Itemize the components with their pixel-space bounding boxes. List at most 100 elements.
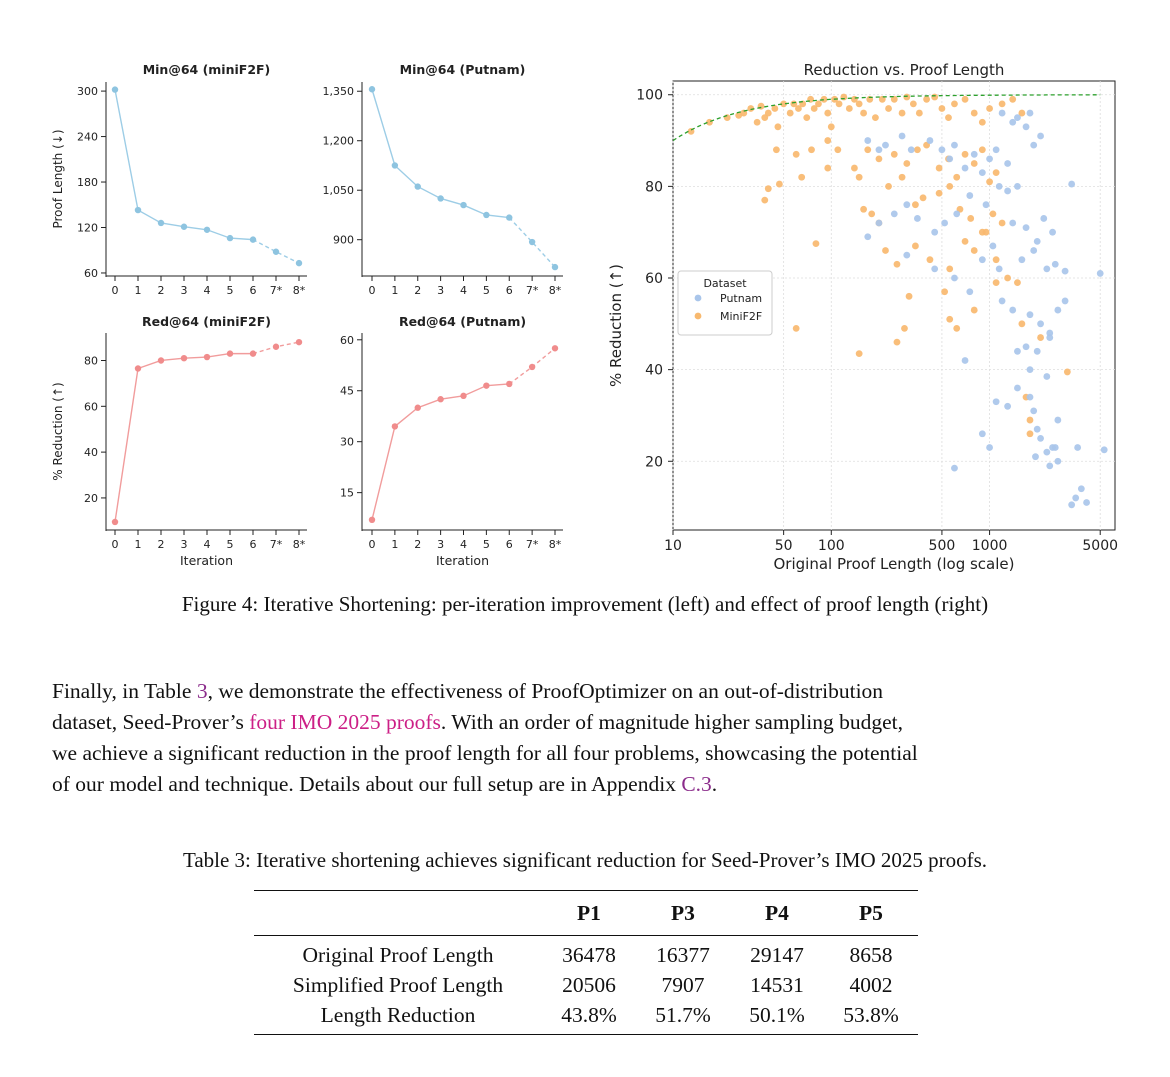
x-tick-label: 8* xyxy=(293,284,306,297)
legend-entry: Putnam xyxy=(720,292,762,305)
y-tick-label: 30 xyxy=(340,436,354,449)
scatter-point-minif2f xyxy=(961,237,969,245)
scatter-point-putnam xyxy=(1040,215,1048,222)
scatter-point-putnam xyxy=(961,357,969,364)
legend-marker-minif2f xyxy=(694,312,702,320)
paragraph-line-2: dataset, Seed-Prover’s four IMO 2025 pro… xyxy=(52,710,904,734)
scatter-point-minif2f xyxy=(935,164,943,172)
scatter-point-putnam xyxy=(1009,118,1017,126)
y-tick-label: 60 xyxy=(84,267,98,280)
scatter-point-minif2f xyxy=(764,185,772,193)
scatter-point-minif2f xyxy=(946,315,954,323)
header-cell: P1 xyxy=(542,890,636,936)
scatter-point-minif2f xyxy=(982,228,990,236)
x-tick-label: 5 xyxy=(227,284,234,297)
scatter-point-putnam xyxy=(1043,265,1051,273)
scatter-point-putnam xyxy=(1022,343,1030,351)
scatter-point-minif2f xyxy=(1018,320,1026,328)
scatter-point-putnam xyxy=(1014,347,1021,355)
scatter-point-putnam xyxy=(1018,256,1026,264)
scatter-point-putnam xyxy=(1026,393,1034,401)
scatter-point-minif2f xyxy=(885,182,892,190)
scatter-point-putnam xyxy=(970,150,978,158)
scatter-point-minif2f xyxy=(919,194,927,202)
scatter-point-putnam xyxy=(931,265,939,273)
body-paragraph: Finally, in Table 3, we demonstrate the … xyxy=(52,676,1122,800)
scatter-point-minif2f xyxy=(1009,95,1017,103)
scatter-point-putnam xyxy=(951,141,958,149)
x-tick-label: 2 xyxy=(414,538,421,551)
y-tick-label: 180 xyxy=(77,176,98,189)
scatter-point-minif2f xyxy=(860,205,867,213)
x-tick-label: 3 xyxy=(437,284,444,297)
scatter-point-putnam xyxy=(903,251,911,259)
scatter-point-minif2f xyxy=(882,247,889,254)
chart-scatter-reduction-vs-length: 10 50 100 500 1000 5000 20 40 60 80 100 Reduction v… xyxy=(607,61,1118,573)
scatter-point-minif2f xyxy=(885,105,892,112)
data-point xyxy=(226,350,234,357)
paragraph-line-1: Finally, in Table 3, we demonstrate the … xyxy=(52,679,884,703)
data-point xyxy=(506,214,513,221)
scatter-point-minif2f xyxy=(915,109,923,117)
scatter-point-minif2f xyxy=(946,182,954,190)
scatter-point-putnam xyxy=(882,141,889,149)
data-point xyxy=(437,195,444,202)
data-point xyxy=(272,343,280,350)
data-point xyxy=(157,219,165,227)
scatter-point-putnam xyxy=(961,164,969,172)
scatter-point-putnam xyxy=(1022,224,1030,232)
series-line xyxy=(114,352,253,523)
table-ref-link[interactable]: 3 xyxy=(196,679,208,703)
scatter-point-putnam xyxy=(926,137,934,144)
scatter-point-minif2f xyxy=(912,201,919,209)
data-point xyxy=(437,396,444,403)
scatter-point-minif2f xyxy=(978,118,986,126)
y-tick-label: 15 xyxy=(340,487,354,500)
data-point xyxy=(157,357,165,364)
data-point xyxy=(272,248,280,255)
scatter-point-putnam xyxy=(1051,444,1059,451)
scatter-point-minif2f xyxy=(824,109,832,117)
scatter-point-minif2f xyxy=(795,105,802,112)
x-tick-label: 2 xyxy=(414,284,421,297)
appendix-ref-link[interactable]: C.3 xyxy=(681,772,712,796)
header-cell: P3 xyxy=(636,890,730,936)
x-tick-label: 50 xyxy=(775,538,793,554)
data-point xyxy=(134,365,142,372)
x-tick-label: 6 xyxy=(250,538,257,551)
imo-proofs-link[interactable]: four IMO 2025 proofs xyxy=(249,710,441,734)
y-axis-label: % Reduction (↑) xyxy=(607,264,625,387)
scatter-point-putnam xyxy=(1014,182,1021,190)
x-tick-label: 100 xyxy=(818,538,845,554)
table-cell: 20506 xyxy=(562,972,616,997)
scatter-point-putnam xyxy=(1043,373,1051,380)
data-point xyxy=(203,226,211,233)
scatter-point-putnam xyxy=(992,146,1000,154)
chart-title: Red@64 (Putnam) xyxy=(399,314,526,329)
x-tick-label: 5 xyxy=(227,538,234,551)
scatter-point-minif2f xyxy=(1018,109,1026,117)
data-point xyxy=(134,206,142,214)
scatter-point-minif2f xyxy=(893,338,901,346)
scatter-point-minif2f xyxy=(998,100,1006,108)
scatter-point-minif2f xyxy=(923,95,930,103)
scatter-point-minif2f xyxy=(903,160,911,167)
scatter-point-minif2f xyxy=(761,114,769,122)
data-point xyxy=(528,363,536,371)
scatter-point-putnam xyxy=(1026,366,1034,374)
scatter-point-putnam xyxy=(1037,434,1044,442)
y-tick-label: 40 xyxy=(645,363,663,379)
y-tick-label: 1,350 xyxy=(323,85,355,98)
data-point xyxy=(483,211,490,219)
scatter-point-minif2f xyxy=(941,288,949,296)
y-tick-label: 1,200 xyxy=(323,135,355,148)
scatter-point-putnam xyxy=(1054,457,1062,465)
scatter-point-putnam xyxy=(1061,267,1069,275)
table-row: Original Proof Length 36478 16377 29147 … xyxy=(254,936,918,971)
x-tick-label: 0 xyxy=(369,538,376,551)
table-cell: 50.1% xyxy=(749,1002,805,1027)
scatter-point-minif2f xyxy=(735,111,743,119)
scatter-point-putnam xyxy=(1077,485,1085,493)
x-tick-label: 1 xyxy=(391,284,398,297)
scatter-point-putnam xyxy=(978,256,986,264)
